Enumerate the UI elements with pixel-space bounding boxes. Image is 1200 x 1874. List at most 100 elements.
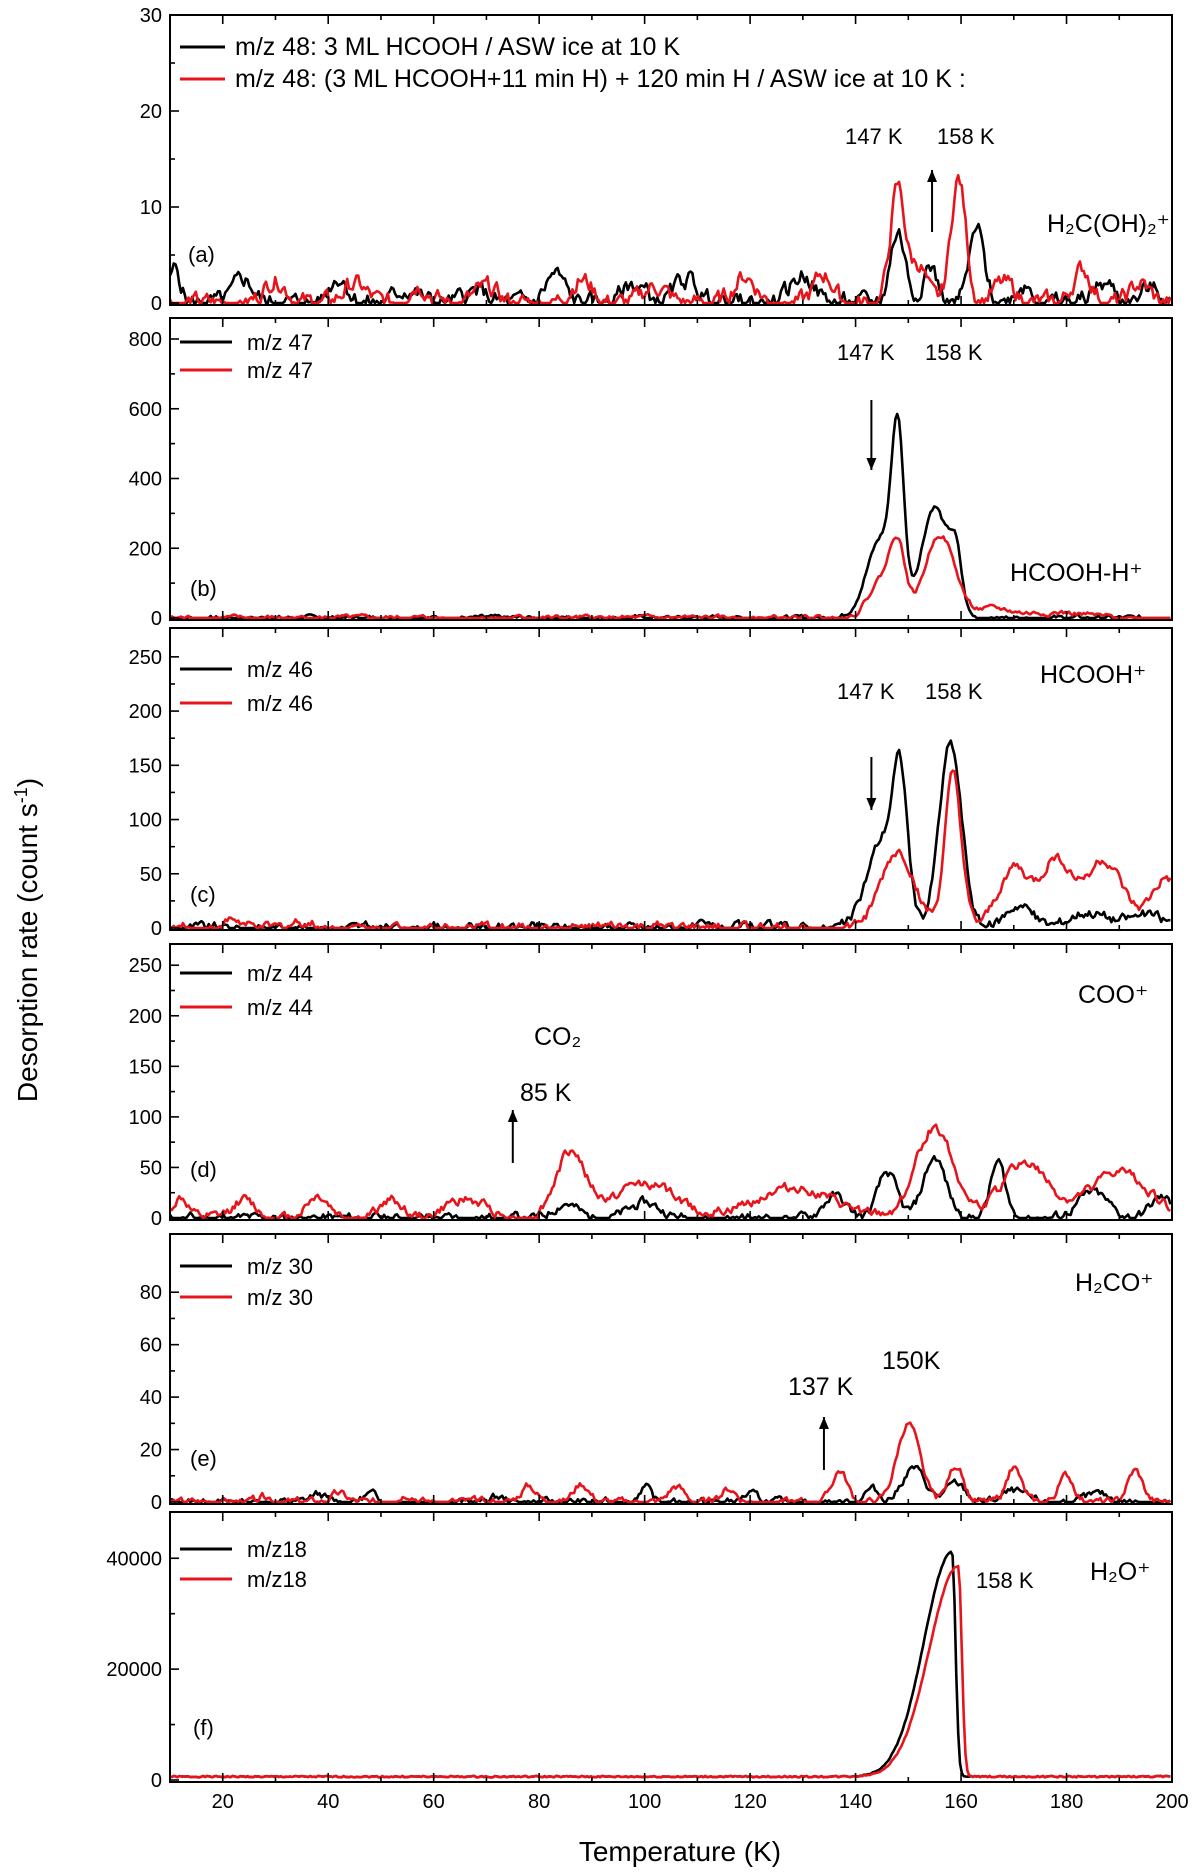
y-tick-label-d: 250 xyxy=(129,955,162,977)
y-tick-label-f: 0 xyxy=(151,1770,162,1792)
x-axis: 20 40 60 80 100 120 140 160 180 200 xyxy=(212,1791,1189,1813)
panels: 0102030020040060080005010015020025005010… xyxy=(106,5,1188,1813)
panel-label-f: (f) xyxy=(193,1715,214,1740)
x-tick-label: 80 xyxy=(528,1791,550,1813)
y-tick-label-c: 250 xyxy=(129,647,162,669)
y-tick-label-b: 0 xyxy=(151,608,162,630)
x-tick-label: 40 xyxy=(317,1791,339,1813)
legend-c-black: m/z 46 xyxy=(247,657,313,682)
plot-frame-d xyxy=(169,943,1173,1221)
series-line-d-black xyxy=(170,1154,1172,1220)
y-tick-label-d: 50 xyxy=(140,1157,162,1179)
series-line-f-red xyxy=(170,1564,1171,1779)
y-tick-label-e: 40 xyxy=(140,1387,162,1409)
series-line-e-red xyxy=(170,1421,1172,1504)
species-e: H₂CO⁺ xyxy=(1075,1269,1153,1297)
arrow-head-b xyxy=(866,458,877,470)
species-f: H₂O⁺ xyxy=(1090,1558,1150,1586)
species-d: COO⁺ xyxy=(1078,981,1148,1009)
y-tick-label-d: 100 xyxy=(129,1107,162,1129)
y-axis-label: Desorption rate (count s-1) xyxy=(11,778,43,1102)
plot-frame-e xyxy=(169,1233,1173,1505)
species-b: HCOOH-H⁺ xyxy=(1010,559,1143,587)
annotation-d-co2: CO₂ xyxy=(534,1023,581,1051)
y-tick-label-c: 100 xyxy=(129,810,162,832)
arrow-head-e xyxy=(818,1417,829,1429)
annotation-e-150k: 150K xyxy=(882,1347,941,1375)
legend-b-black: m/z 47 xyxy=(247,330,313,355)
panel-label-a: (a) xyxy=(188,242,215,267)
series-line-b-red xyxy=(170,535,1171,620)
x-tick-label: 180 xyxy=(1050,1791,1083,1813)
annotation-a-158k: 158 K xyxy=(937,124,995,149)
plot-frame-b xyxy=(169,317,1173,621)
y-tick-label-d: 200 xyxy=(129,1006,162,1028)
annotation-b-158k: 158 K xyxy=(925,340,983,365)
series-line-c-black xyxy=(170,739,1171,930)
y-tick-label-f: 20000 xyxy=(106,1659,162,1681)
panel-e: 0 20 40 60 80 xyxy=(140,1233,1173,1514)
x-tick-label: 200 xyxy=(1155,1791,1188,1813)
y-tick-label-e: 0 xyxy=(151,1492,162,1514)
x-tick-label: 20 xyxy=(212,1791,234,1813)
plot-frame-a xyxy=(169,14,1173,306)
series-line-a-red xyxy=(170,174,1172,305)
y-tick-label-e: 20 xyxy=(140,1440,162,1462)
y-tick-label-c: 150 xyxy=(129,755,162,777)
y-tick-label-c: 200 xyxy=(129,701,162,723)
legend-d-black: m/z 44 xyxy=(247,961,313,986)
y-tick-label-b: 200 xyxy=(129,538,162,560)
series-line-d-red xyxy=(170,1123,1171,1220)
annotation-c-147k: 147 K xyxy=(837,679,895,704)
x-tick-label: 100 xyxy=(628,1791,661,1813)
x-tick-label: 60 xyxy=(423,1791,445,1813)
panel-f: 0 20000 40000 xyxy=(106,1511,1173,1792)
species-c: HCOOH⁺ xyxy=(1040,661,1146,689)
x-tick-label: 140 xyxy=(839,1791,872,1813)
y-tick-label-f: 40000 xyxy=(106,1548,162,1570)
legend-a-red: m/z 48: (3 ML HCOOH+11 min H) + 120 min … xyxy=(235,65,966,93)
legend-f-red: m/z18 xyxy=(247,1567,307,1592)
panel-d: 0 50 100 150 200 250 xyxy=(129,943,1173,1230)
y-tick-label-a: 0 xyxy=(151,293,162,315)
arrow-head-d xyxy=(507,1110,518,1122)
panel-label-b: (b) xyxy=(190,576,217,601)
annotation-d-85k: 85 K xyxy=(520,1079,572,1107)
y-tick-label-a: 10 xyxy=(140,197,162,219)
legend-e-black: m/z 30 xyxy=(247,1254,313,1279)
y-tick-label-b: 400 xyxy=(129,469,162,491)
y-tick-label-e: 60 xyxy=(140,1335,162,1357)
x-tick-label: 120 xyxy=(733,1791,766,1813)
y-tick-label-d: 150 xyxy=(129,1056,162,1078)
annotation-c-158k: 158 K xyxy=(925,679,983,704)
legend-d-red: m/z 44 xyxy=(247,995,313,1020)
y-tick-label-d: 0 xyxy=(151,1208,162,1230)
annotation-e-137k: 137 K xyxy=(788,1373,854,1401)
y-tick-label-a: 20 xyxy=(140,101,162,123)
plot-frame-f xyxy=(169,1511,1173,1783)
y-tick-label-c: 0 xyxy=(151,918,162,940)
panel-label-d: (d) xyxy=(190,1157,217,1182)
legend-e-red: m/z 30 xyxy=(247,1285,313,1310)
y-tick-label-c: 50 xyxy=(140,864,162,886)
annotation-f-158k: 158 K xyxy=(976,1568,1034,1593)
y-tick-label-e: 80 xyxy=(140,1282,162,1304)
legend-c-red: m/z 46 xyxy=(247,691,313,716)
series-line-c-red xyxy=(170,769,1172,930)
panel-label-c: (c) xyxy=(190,882,216,907)
y-tick-label-b: 800 xyxy=(129,329,162,351)
legend-a-black: m/z 48: 3 ML HCOOH / ASW ice at 10 K xyxy=(235,33,680,61)
panel-c: 0 50 100 150 200 250 xyxy=(129,627,1173,940)
species-a: H₂C(OH)₂⁺ xyxy=(1047,210,1170,238)
annotation-a-147k: 147 K xyxy=(845,124,903,149)
series-line-a-black xyxy=(170,222,1172,305)
series-line-b-black xyxy=(170,412,1171,620)
annotation-b-147k: 147 K xyxy=(837,340,895,365)
legend-f-black: m/z18 xyxy=(247,1537,307,1562)
panel-b: 0 200 400 600 800 xyxy=(129,317,1173,630)
legend-b-red: m/z 47 xyxy=(247,358,313,383)
panel-label-e: (e) xyxy=(190,1446,217,1471)
y-tick-label-a: 30 xyxy=(140,5,162,27)
y-tick-label-b: 600 xyxy=(129,399,162,421)
